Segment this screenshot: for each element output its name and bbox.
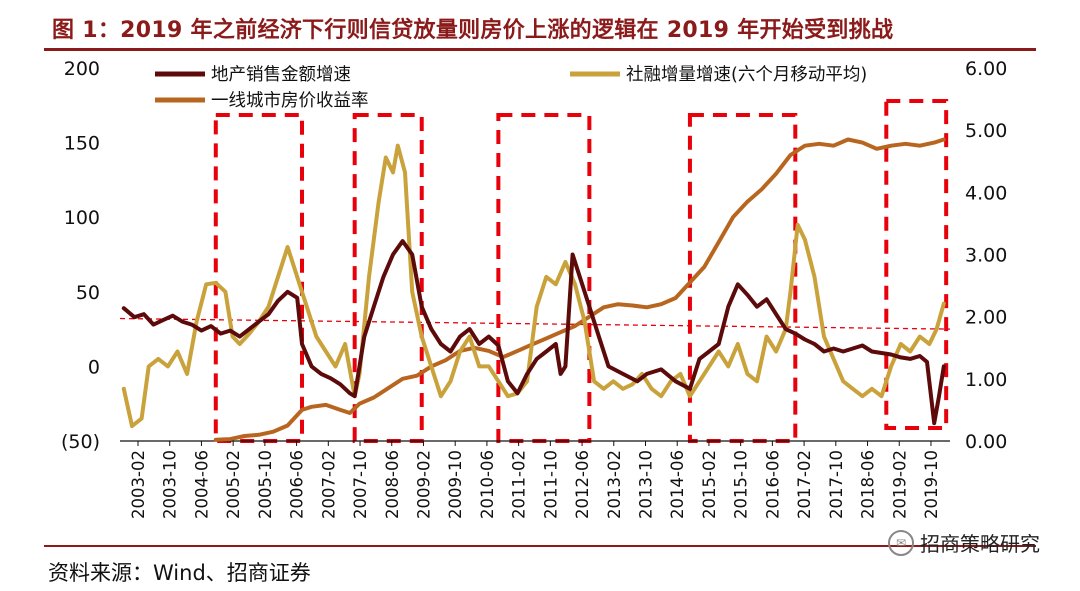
y-left-tick-label: 150 xyxy=(64,133,100,155)
x-tick-label: 2007-02 xyxy=(319,450,338,519)
x-tick-label: 2015-10 xyxy=(732,450,751,519)
legend: 地产销售金额增速 社融增量增速(六个月移动平均) 一线城市房价收益率 xyxy=(155,65,867,111)
x-tick-label: 2011-10 xyxy=(541,450,560,519)
y-right-tick-label: 3.00 xyxy=(965,245,1007,267)
wechat-icon: ✉ xyxy=(888,529,914,556)
x-tick-label: 2016-06 xyxy=(763,450,782,519)
x-tick-label: 2007-10 xyxy=(351,450,370,519)
x-tick-label: 2004-06 xyxy=(192,450,211,519)
source-note: 资料来源：Wind、招商证券 xyxy=(48,561,311,585)
y-right-tick-label: 1.00 xyxy=(965,369,1007,391)
legend-label: 地产销售金额增速 xyxy=(211,65,351,85)
series-lines xyxy=(119,137,951,442)
series-line xyxy=(121,143,946,429)
x-tick-label: 2017-02 xyxy=(795,450,814,519)
y-left-tick-label: 50 xyxy=(76,282,100,304)
y-right-tick-label: 4.00 xyxy=(965,182,1007,204)
axes: (50) 0 50 100 150 200 0.00 1.00 2.00 3.00 4.00 5.00… xyxy=(61,58,1007,519)
x-tick-label: 2005-02 xyxy=(224,450,243,519)
x-tick-label: 2019-02 xyxy=(890,450,909,519)
title-rule xyxy=(44,48,1036,51)
highlight-boxes xyxy=(213,99,949,443)
y-left-tick-label: (50) xyxy=(61,431,100,453)
y-right-tick-label: 6.00 xyxy=(965,58,1007,80)
x-tick-label: 2008-06 xyxy=(383,450,402,519)
y-left-tick-label: 200 xyxy=(64,58,100,80)
watermark: ✉ 招商策略研究 xyxy=(888,528,1040,557)
series-line xyxy=(213,137,946,442)
footer-rule xyxy=(44,545,1036,547)
series-line xyxy=(121,239,946,426)
x-tick-label: 2003-10 xyxy=(161,450,180,519)
legend-label: 社融增量增速(六个月移动平均) xyxy=(626,65,867,85)
highlight-box xyxy=(687,113,798,443)
y-right-tick-label: 5.00 xyxy=(965,120,1007,142)
x-tick-label: 2009-10 xyxy=(446,450,465,519)
x-tick-label: 2006-06 xyxy=(288,450,307,519)
y-right-tick-label: 2.00 xyxy=(965,307,1007,329)
y-left-tick-label: 0 xyxy=(88,356,100,378)
y-right-tick-label: 0.00 xyxy=(965,431,1007,453)
x-tick-label: 2011-02 xyxy=(510,450,529,519)
x-tick-label: 2018-06 xyxy=(859,450,878,519)
chart-title: 图 1：2019 年之前经济下行则信贷放量则房价上涨的逻辑在 2019 年开始受… xyxy=(52,18,894,43)
x-tick-label: 2009-02 xyxy=(414,450,433,519)
x-tick-label: 2014-06 xyxy=(668,450,687,519)
x-tick-label: 2019-10 xyxy=(922,450,941,519)
x-tick-label: 2015-02 xyxy=(700,450,719,519)
y-left-tick-label: 100 xyxy=(64,207,100,229)
x-tick-label: 2013-10 xyxy=(637,450,656,519)
x-tick-label: 2003-02 xyxy=(129,450,148,519)
x-tick-label: 2013-02 xyxy=(605,450,624,519)
x-tick-label: 2010-06 xyxy=(478,450,497,519)
x-tick-label: 2012-06 xyxy=(573,450,592,519)
x-tick-label: 2017-10 xyxy=(827,450,846,519)
x-tick-label: 2005-10 xyxy=(256,450,275,519)
watermark-text: 招商策略研究 xyxy=(920,532,1040,556)
highlight-box xyxy=(213,113,304,443)
legend-label: 一线城市房价收益率 xyxy=(211,91,369,111)
highlight-box xyxy=(884,99,949,430)
